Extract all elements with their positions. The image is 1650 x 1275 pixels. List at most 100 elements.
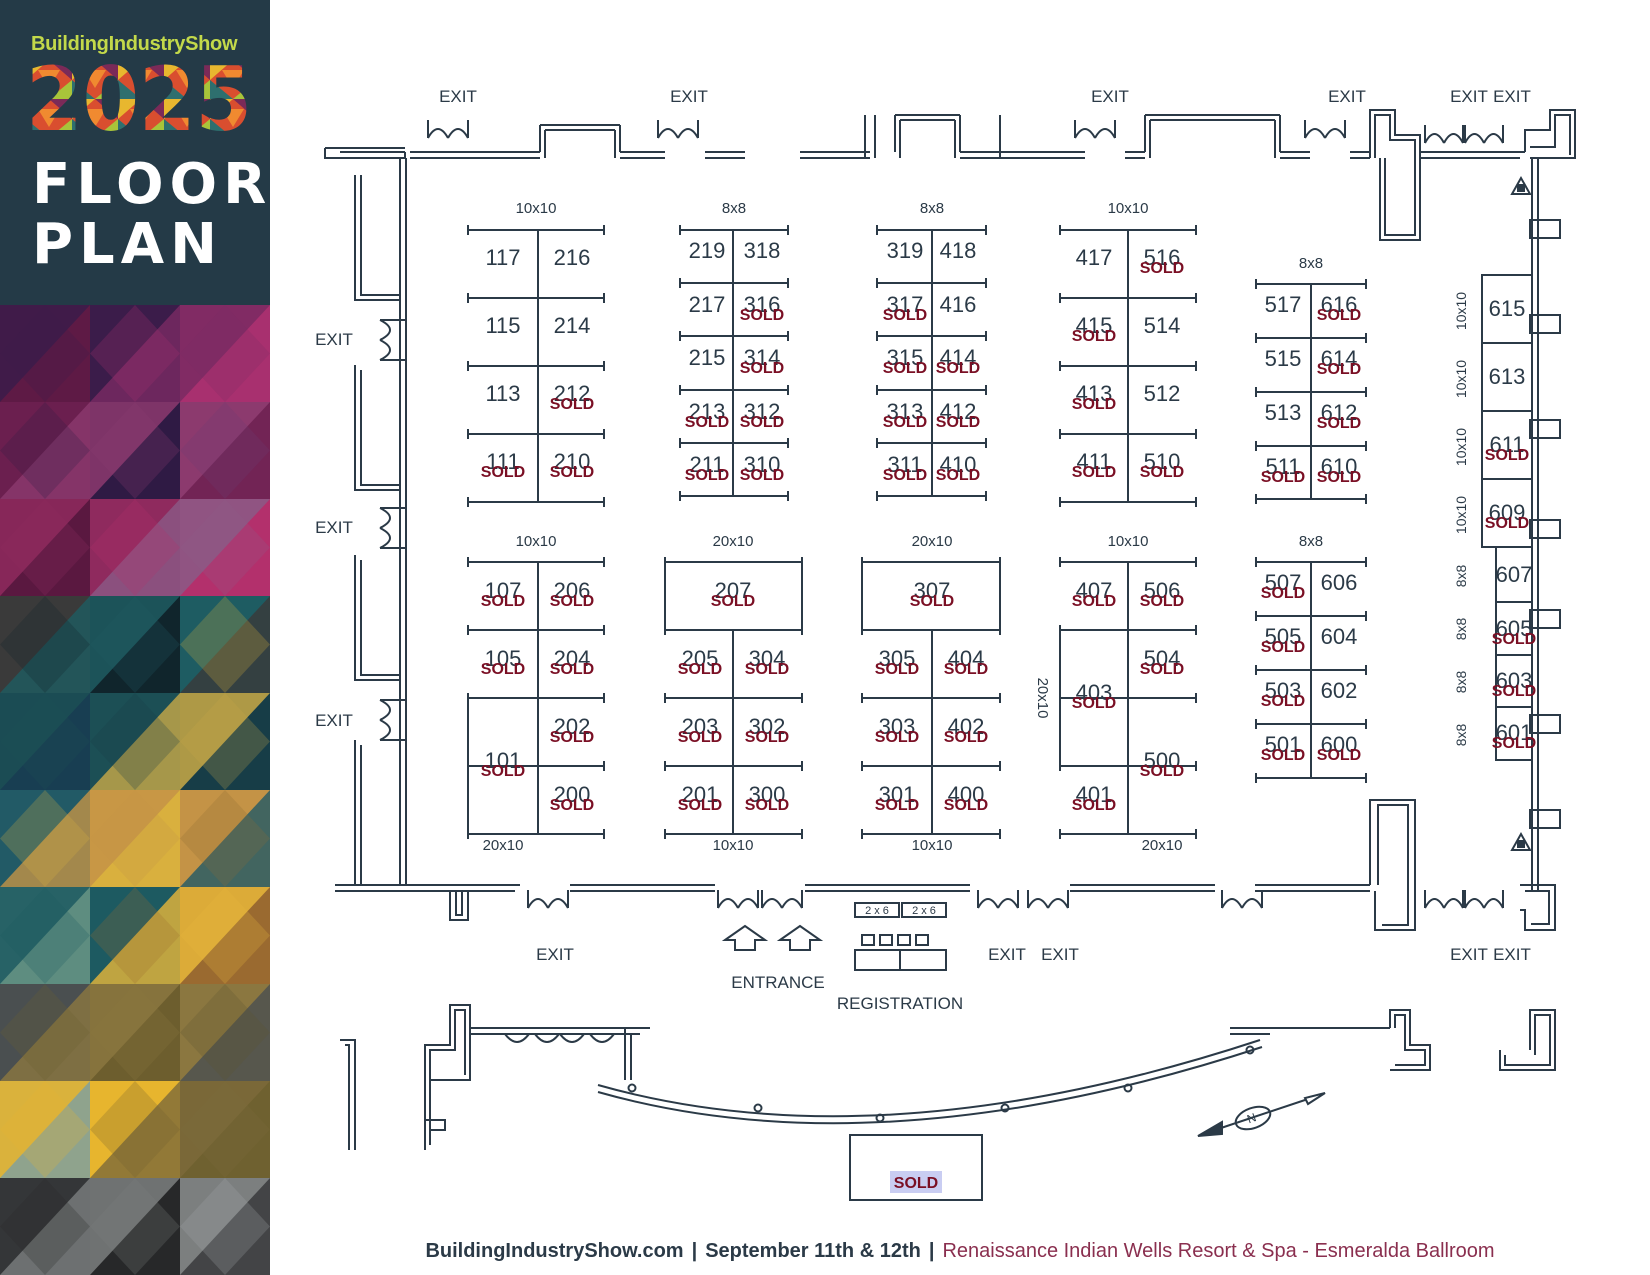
booth-size-label: 10x10 [1453, 428, 1469, 466]
mosaic-diamond [90, 693, 180, 790]
wall-box [1529, 419, 1561, 439]
exit-label: EXIT [315, 330, 353, 349]
booth-number-315: 315 [887, 345, 924, 370]
booth-number-317: 317 [887, 292, 924, 317]
sold-badge: SOLD [894, 1175, 938, 1192]
mosaic-diamond [0, 305, 90, 402]
booth-number-415: 415 [1076, 313, 1113, 338]
mosaic-triangle [0, 790, 90, 887]
sold-badge: SOLD [740, 467, 784, 484]
extinguisher-icon [1517, 184, 1525, 192]
booth-number-312: 312 [744, 399, 781, 424]
door-swing [677, 128, 699, 139]
booth-number-111: 111 [486, 449, 519, 474]
exit-label: EXIT [1450, 945, 1488, 964]
wall-segment [1520, 884, 1556, 931]
door-swing [1443, 133, 1464, 144]
booth-number-211: 211 [689, 452, 724, 477]
booth-number-202: 202 [554, 714, 591, 739]
extinguisher-icon [1517, 840, 1525, 848]
sold-badge: SOLD [875, 661, 919, 678]
wall-segment [1369, 799, 1416, 931]
wall-segment [360, 175, 400, 296]
brand-name: BuildingIndustryShow [31, 33, 238, 55]
booth-number-600: 600 [1321, 732, 1358, 757]
sold-badge: SOLD [740, 414, 784, 431]
booth-number-101: 101 [485, 748, 522, 773]
mosaic-diamond [180, 887, 270, 984]
booth-number-501: 501 [1265, 732, 1302, 757]
wall-segment [429, 1009, 466, 1145]
door-swing [1464, 898, 1485, 909]
booth-number-410: 410 [940, 452, 977, 477]
booth-number-612: 612 [1321, 400, 1358, 425]
booth-number-614: 614 [1321, 346, 1358, 371]
wall-segment [324, 148, 405, 159]
exit-label: EXIT [670, 87, 708, 106]
booth-number-613: 613 [1489, 364, 1526, 389]
booth-number-215: 215 [689, 345, 726, 370]
mosaic-diamond [0, 499, 90, 596]
mosaic-diamond [180, 1178, 270, 1275]
sold-badge: SOLD [1140, 593, 1184, 610]
sold-badge: SOLD [550, 729, 594, 746]
sold-badge: SOLD [1317, 469, 1361, 486]
sold-badge: SOLD [745, 729, 789, 746]
booth-number-214: 214 [554, 313, 591, 338]
mosaic-triangle [180, 305, 270, 402]
entrance-label: ENTRANCE [731, 973, 825, 992]
booth-number-314: 314 [744, 345, 781, 370]
reg-table [901, 902, 947, 918]
mosaic-triangle [180, 887, 270, 984]
booth-size-label: 20x10 [713, 533, 754, 550]
booth-number-514: 514 [1144, 313, 1181, 338]
door-swing [1074, 128, 1096, 139]
sold-badge: SOLD [883, 467, 927, 484]
wall-segment [1377, 804, 1409, 926]
booth-size-label: 8x8 [1453, 671, 1469, 694]
wall-segment [1394, 1014, 1426, 1066]
door-swing [1241, 898, 1263, 909]
compass-tail [1303, 1092, 1326, 1106]
mosaic-triangle [180, 499, 270, 596]
booth-number-511: 511 [1265, 454, 1300, 479]
booth-number-300: 300 [749, 782, 786, 807]
footer-separator-2: | [928, 1240, 935, 1262]
door-swing [1221, 898, 1243, 909]
wall-box [1529, 219, 1561, 239]
sold-badge: SOLD [678, 661, 722, 678]
door-swing [1424, 133, 1445, 144]
booth-size-label: 20x10 [912, 533, 953, 550]
door-swing [559, 1033, 585, 1043]
mosaic-diamond [0, 693, 90, 790]
booth-size-label: 8x8 [1299, 533, 1323, 550]
wall-segment [1389, 1009, 1431, 1071]
sold-badge: SOLD [1317, 361, 1361, 378]
sold-badge: SOLD [1261, 693, 1305, 710]
booth-number-310: 310 [744, 452, 781, 477]
sold-badge: SOLD [1485, 515, 1529, 532]
door-swing [427, 128, 449, 139]
door-swing [504, 1033, 530, 1043]
booth-size-label: 8x8 [1453, 618, 1469, 641]
booth-number-603: 603 [1496, 668, 1533, 693]
booth-number-515: 515 [1265, 346, 1302, 371]
sold-badge: SOLD [550, 593, 594, 610]
sold-badge: SOLD [745, 661, 789, 678]
reg-table-label: 2 x 6 [912, 905, 936, 917]
booth-number-610: 610 [1321, 454, 1358, 479]
booth-grid [467, 225, 1533, 971]
mosaic-triangle [0, 693, 90, 790]
wall-segment [340, 1039, 356, 1150]
mosaic-triangle [0, 1081, 90, 1178]
mosaic-triangle [0, 305, 90, 402]
compass-letter: N [1245, 1110, 1258, 1126]
booth-number-416: 416 [940, 292, 977, 317]
brand-panel: BuildingIndustryShow 2025 FLOOR PLAN [0, 0, 270, 305]
sold-badge: SOLD [883, 414, 927, 431]
door-swing [1094, 128, 1116, 139]
booth-number-400: 400 [948, 782, 985, 807]
mosaic-triangle [0, 887, 90, 984]
booth-number-503: 503 [1265, 678, 1302, 703]
registration-label: REGISTRATION [837, 994, 963, 1013]
